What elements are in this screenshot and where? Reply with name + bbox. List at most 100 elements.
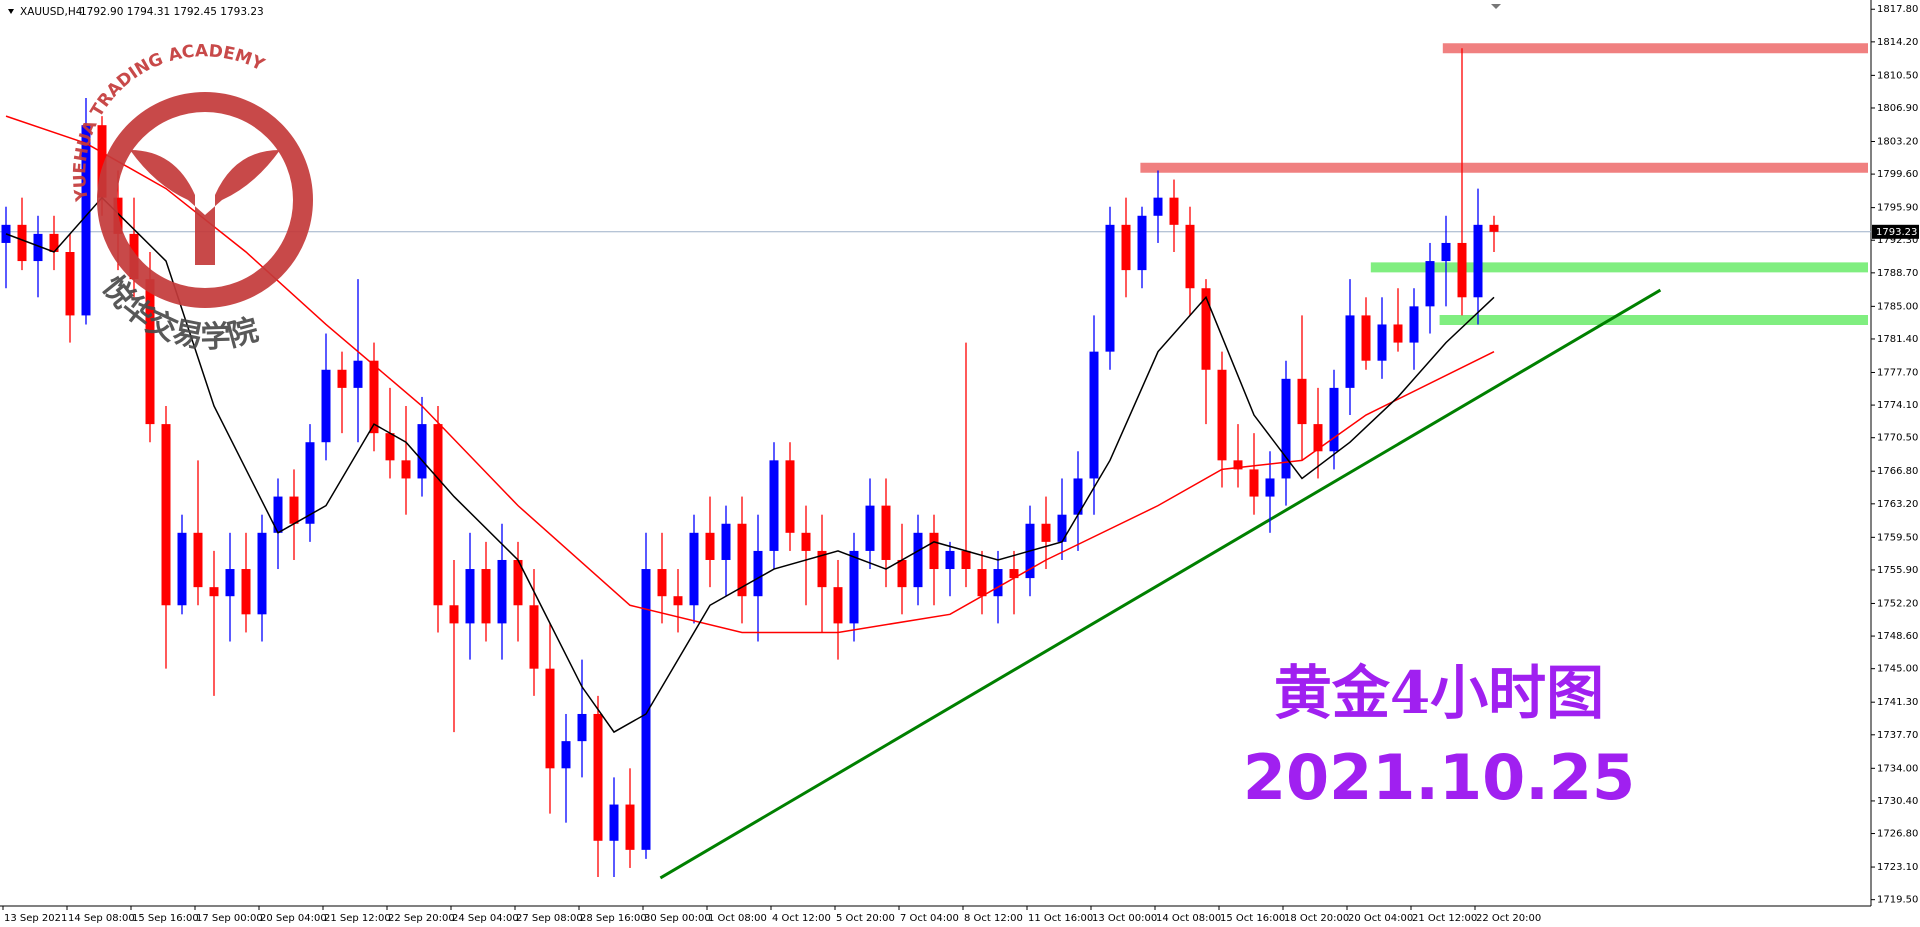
y-tick-label: 1763.20	[1877, 499, 1918, 510]
candle-body	[1233, 460, 1243, 470]
candle-body	[369, 360, 379, 434]
candle-body	[1393, 324, 1403, 343]
candle-body	[305, 442, 315, 524]
x-tick-label: 13 Oct 00:00	[1092, 913, 1157, 924]
x-tick-label: 14 Oct 08:00	[1156, 913, 1221, 924]
trend-line	[659, 288, 1662, 880]
candle-body	[657, 569, 667, 597]
y-tick-label: 1788.70	[1877, 268, 1918, 279]
logo-emblem	[130, 150, 280, 265]
y-tick-label: 1755.90	[1877, 565, 1918, 576]
candle-body	[1057, 514, 1067, 542]
y-tick-label: 1806.90	[1877, 103, 1918, 114]
candle-body	[849, 550, 859, 624]
y-tick-label: 1766.80	[1877, 466, 1918, 477]
candle-body	[513, 559, 523, 606]
candle-body	[545, 668, 555, 769]
candle-body	[1009, 569, 1019, 579]
candle-body	[1089, 351, 1099, 479]
y-tick-label: 1785.00	[1877, 301, 1918, 312]
candle-body	[897, 559, 907, 588]
y-tick-label: 1777.70	[1877, 367, 1918, 378]
candle-body	[1441, 242, 1451, 262]
y-tick-label: 1723.10	[1877, 862, 1918, 873]
candle-body	[1201, 288, 1211, 370]
candle-body	[161, 424, 171, 606]
x-tick-label: 14 Sep 08:00	[68, 913, 135, 924]
y-tick-label: 1814.20	[1877, 37, 1918, 48]
candle-body	[673, 596, 683, 606]
moving-average	[5, 115, 1495, 634]
candle-body	[145, 279, 155, 425]
candle-body	[1409, 306, 1419, 343]
y-tick-label: 1817.80	[1877, 4, 1918, 15]
candle-body	[385, 433, 395, 461]
candle-body	[1473, 224, 1483, 298]
candle-body	[929, 532, 939, 570]
candle-body	[337, 369, 347, 388]
x-tick-label: 20 Oct 04:00	[1348, 913, 1413, 924]
candle-body	[241, 569, 251, 615]
candle-body	[177, 532, 187, 606]
current-price-label: 1793.23	[1876, 227, 1917, 238]
x-tick-label: 22 Oct 20:00	[1476, 913, 1541, 924]
candle-body	[401, 460, 411, 479]
current-price-box	[1872, 224, 1919, 239]
y-tick-label: 1781.40	[1877, 334, 1918, 345]
candle-body	[1073, 478, 1083, 515]
candle-body	[961, 550, 971, 570]
candle-body	[49, 233, 59, 253]
candle-body	[1489, 224, 1499, 232]
candle-body	[881, 505, 891, 560]
candle-body	[353, 360, 363, 388]
ohlc-text: 1792.90 1794.31 1792.45 1793.23	[80, 6, 264, 18]
x-tick-label: 21 Sep 12:00	[324, 913, 391, 924]
candle-body	[1329, 387, 1339, 452]
moving-average	[5, 196, 1495, 734]
candle-body	[945, 550, 955, 570]
x-tick-label: 27 Sep 08:00	[516, 913, 583, 924]
candle-body	[1361, 315, 1371, 361]
x-tick-label: 13 Sep 2021	[4, 913, 67, 924]
candle-body	[913, 532, 923, 588]
candle-body	[1041, 523, 1051, 542]
y-tick-label: 1730.40	[1877, 796, 1918, 807]
candle-body	[465, 569, 475, 624]
y-tick-label: 1752.20	[1877, 598, 1918, 609]
y-tick-label: 1719.50	[1877, 895, 1918, 906]
candle-body	[97, 125, 107, 198]
candle-body	[977, 569, 987, 597]
candle-body	[1297, 378, 1307, 425]
x-tick-label: 17 Sep 00:00	[196, 913, 263, 924]
y-tick-label: 1792.30	[1877, 235, 1918, 246]
candle-body	[817, 550, 827, 588]
logo-ring	[97, 92, 313, 308]
symbol: XAUUSD,H4	[20, 6, 83, 18]
x-tick-label: 22 Sep 20:00	[388, 913, 455, 924]
candle-body	[1153, 197, 1163, 216]
y-tick-label: 1726.80	[1877, 829, 1918, 840]
y-tick-label: 1737.70	[1877, 730, 1918, 741]
candle-body	[833, 587, 843, 624]
x-tick-label: 11 Oct 16:00	[1028, 913, 1093, 924]
candle-body	[1377, 324, 1387, 361]
candle-body	[417, 424, 427, 479]
candle-body	[33, 233, 43, 262]
candle-body	[273, 496, 283, 533]
candle-body	[593, 713, 603, 841]
candle-body	[321, 369, 331, 443]
candle-body	[1185, 224, 1195, 289]
candle-body	[209, 587, 219, 597]
candle-body	[609, 804, 619, 841]
x-tick-label: 18 Oct 20:00	[1284, 913, 1349, 924]
candle-body	[1169, 197, 1179, 225]
y-tick-label: 1795.90	[1877, 203, 1918, 214]
candle-body	[1137, 215, 1147, 271]
symbol-menu-arrow[interactable]	[8, 9, 14, 14]
candle-body	[769, 460, 779, 551]
annotation-title: 黄金4小时图	[1274, 659, 1604, 727]
y-tick-label: 1734.00	[1877, 763, 1918, 774]
candle-body	[257, 532, 267, 615]
candle-body	[737, 523, 747, 597]
